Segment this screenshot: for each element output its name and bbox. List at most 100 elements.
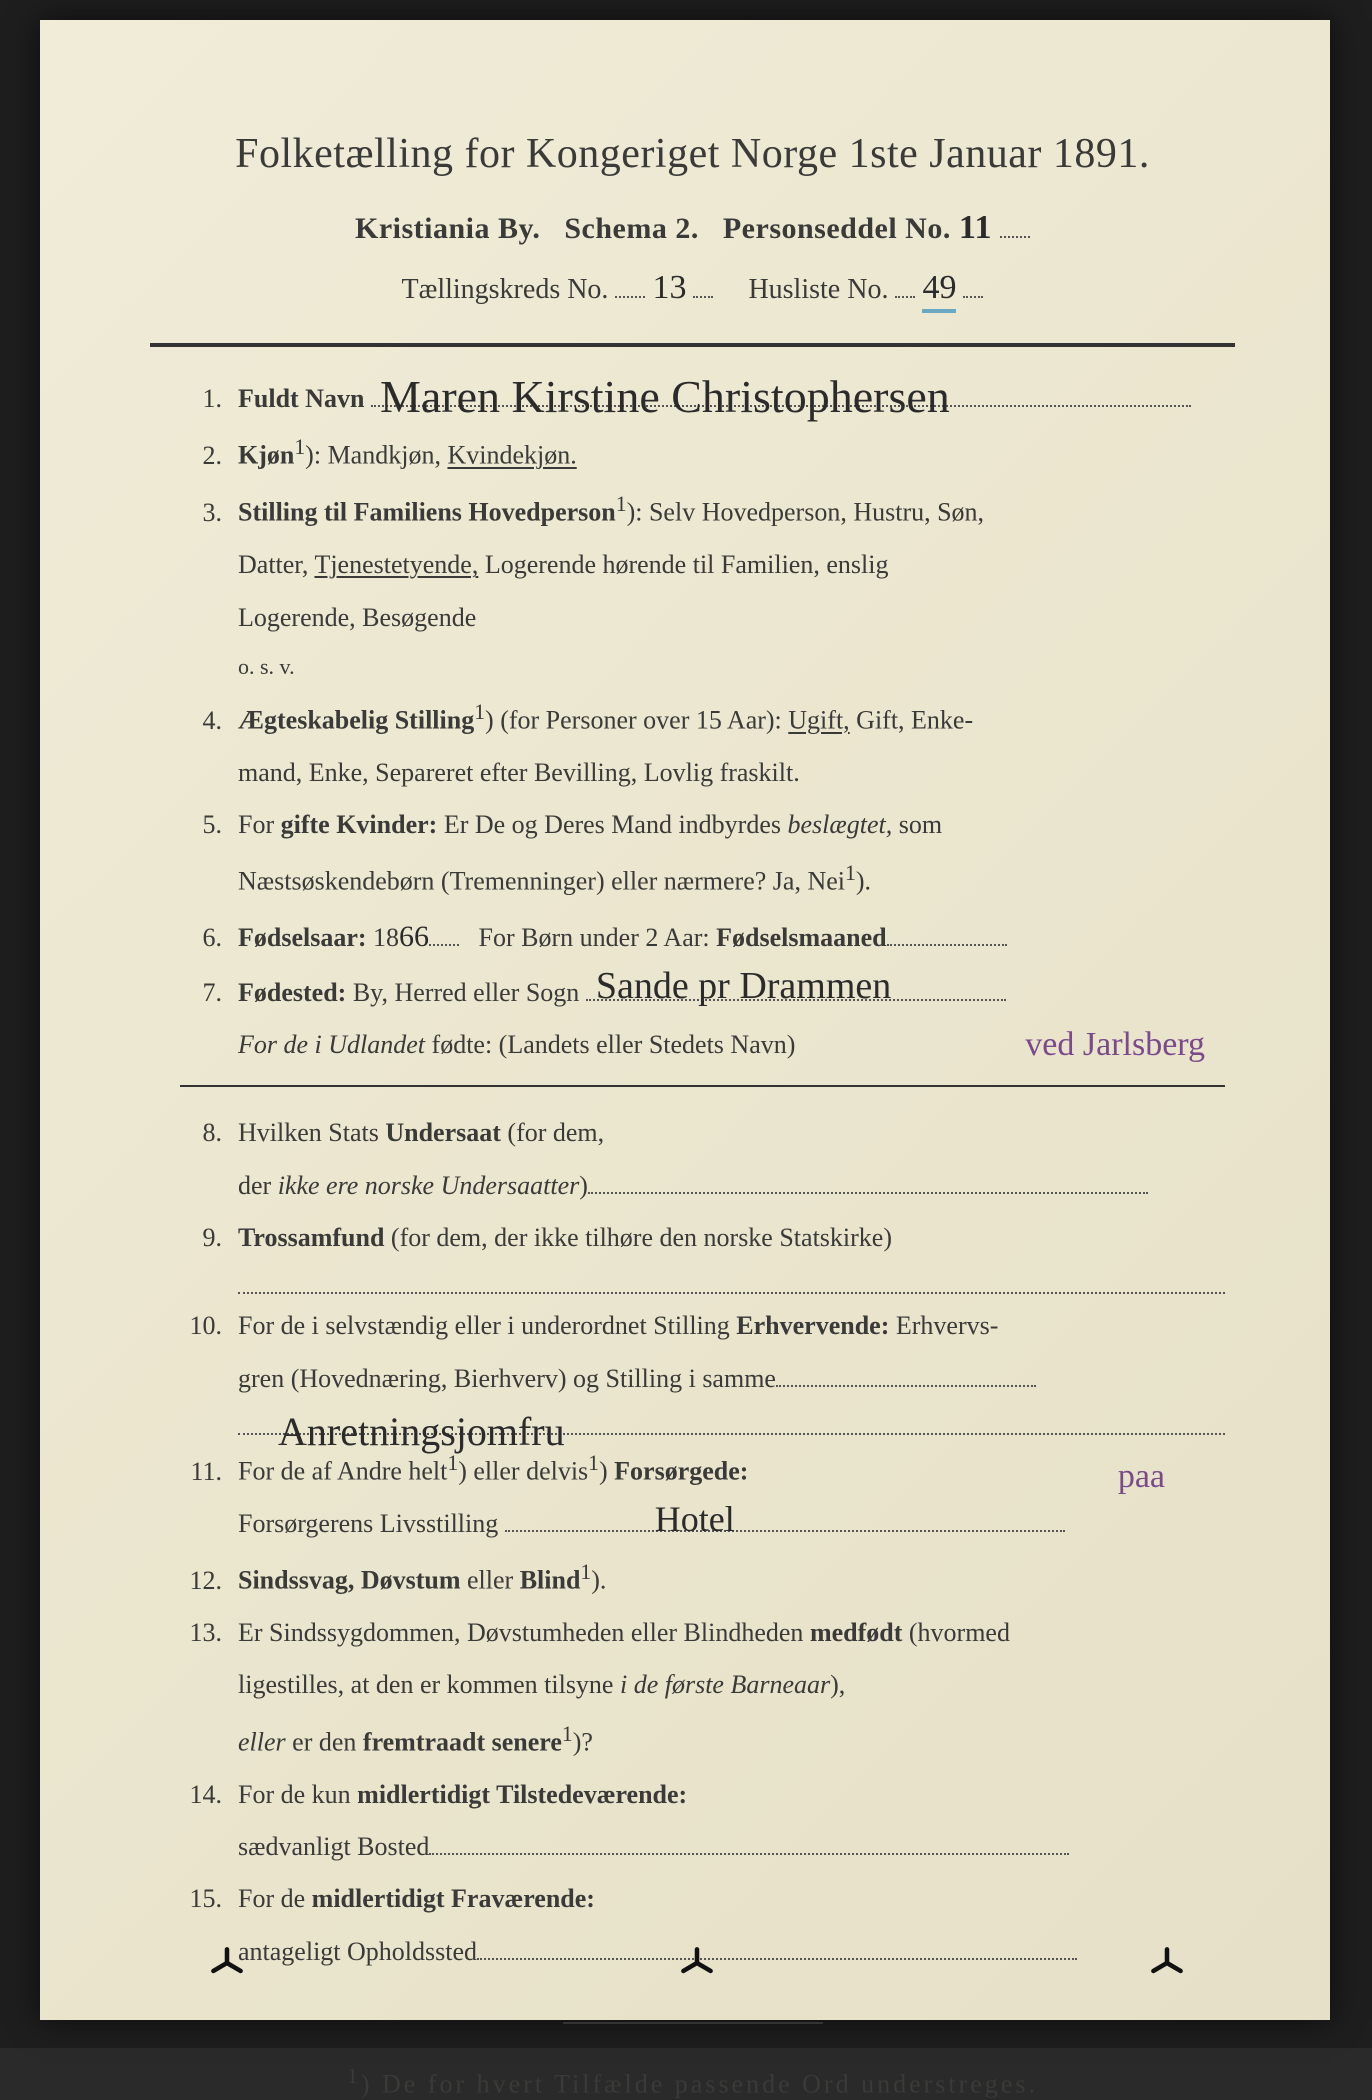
text: Gift, Enke- [850,706,973,735]
field-label-2: fremtraadt senere [363,1727,562,1756]
dotfill [776,1361,1036,1387]
text: For de kun [238,1780,357,1809]
field-content: Fuldt Navn Maren Kirstine Christophersen [238,379,1225,419]
sex-option-male: Mandkjøn, [328,441,441,470]
text: Er Sindssygdommen, Døvstumheden eller Bl… [238,1618,810,1647]
binding-hole-icon [680,1946,714,1980]
field-15-cont: antageligt Opholdssted [238,1932,1225,1972]
field-num: 1. [180,379,238,419]
relation-underlined: Tjenestetyende, [314,550,478,579]
field-10-occupation: 10. For de i selvstændig eller i underor… [180,1306,1225,1346]
field-content: Fødselsaar: 1866 For Børn under 2 Aar: F… [238,914,1225,961]
field-content: Fødested: By, Herred eller Sogn Sande pr… [238,973,1225,1013]
text: gren (Hovednæring, Bierhverv) og Stillin… [238,1364,776,1393]
dotfill [887,920,1007,946]
text: ) [579,1171,588,1200]
field-9-fill [238,1270,1225,1294]
field-num: 2. [180,436,238,476]
footnote-ref: 1 [294,435,305,459]
field-11-supported: 11. For de af Andre helt1) eller delvis1… [180,1447,1225,1492]
field-11-cont: Forsørgerens Livsstilling Hotel [238,1504,1225,1544]
dotfill [895,270,915,298]
footnote-marker: 1 [347,2064,361,2088]
field-14-cont: sædvanligt Bosted [238,1827,1225,1867]
field-9-religion: 9. Trossamfund (for dem, der ikke tilhør… [180,1218,1225,1258]
field-4-cont: mand, Enke, Separeret efter Bevilling, L… [238,753,1225,793]
binding-hole-icon [210,1946,244,1980]
footnote: 1) De for hvert Tilfælde passende Ord un… [150,2064,1235,2100]
field-3-cont: Datter, Tjenestetyende, Logerende hørend… [238,545,1225,585]
footnote-ref: 1 [447,1451,458,1475]
text: Forsørgerens Livsstilling [238,1509,498,1538]
field-num: 14. [180,1775,238,1815]
field-num: 10. [180,1306,238,1346]
text: der [238,1171,278,1200]
form-subtitle: Kristiania By. Schema 2. Personseddel No… [150,208,1235,247]
field-2-sex: 2. Kjøn1): Mandkjøn, Kvindekjøn. [180,431,1225,476]
text-italic: eller [238,1727,286,1756]
field-13-cont2: eller er den fremtraadt senere1)? [238,1718,1225,1763]
kreds-no-handwritten: 13 [652,269,686,307]
text-italic: ikke ere norske Undersaatter [278,1171,580,1200]
field-content: Trossamfund (for dem, der ikke tilhøre d… [238,1218,1225,1258]
field-15-temp-absent: 15. For de midlertidigt Fraværende: [180,1879,1225,1919]
text: eller [461,1566,520,1595]
text: Erhvervs- [889,1311,998,1340]
text: Hvilken Stats [238,1118,385,1147]
provider-handwritten: Hotel [655,1492,735,1548]
field-label: Fødselsaar: [238,923,367,952]
footnote-ref: 1 [588,1451,599,1475]
dotted-line [238,1270,1225,1294]
text: ). [856,867,871,896]
field-num: 6. [180,918,238,958]
text: Datter, [238,550,314,579]
field-num: 3. [180,493,238,533]
field-label: midlertidigt Tilstedeværende: [357,1780,687,1809]
text: For de i selvstændig eller i underordnet… [238,1311,736,1340]
birthplace-handwritten: Sande pr Drammen [596,957,891,1016]
binding-hole-icon [1150,1946,1184,1980]
field-num: 11. [180,1452,238,1492]
text: For [238,810,281,839]
field-12-disability: 12. Sindssvag, Døvstum eller Blind1). [180,1556,1225,1601]
field-10-fill: Anretningsjomfru [238,1411,1225,1435]
text: (for dem, [501,1118,604,1147]
dotfill [429,1829,1069,1855]
field-num: 8. [180,1113,238,1153]
field-3-relation: 3. Stilling til Familiens Hovedperson1):… [180,488,1225,533]
field-label: Stilling til Familiens Hovedperson [238,498,616,527]
text: er den [286,1727,363,1756]
form-title: Folketælling for Kongeriget Norge 1ste J… [150,130,1235,178]
field-5-married-women: 5. For gifte Kvinder: Er De og Deres Man… [180,805,1225,845]
field-6-birthyear: 6. Fødselsaar: 1866 For Børn under 2 Aar… [180,914,1225,961]
dotfill [693,270,713,298]
text: Selv Hovedperson, Hustru, Søn, [649,498,984,527]
text-italic: Udlandet [328,1030,425,1059]
dotfill: Hotel [505,1506,1065,1532]
field-content: For gifte Kvinder: Er De og Deres Mand i… [238,805,1225,845]
field-num: 15. [180,1879,238,1919]
text-italic: beslægtet, [788,810,893,839]
field-13-congenital: 13. Er Sindssygdommen, Døvstumheden elle… [180,1613,1225,1653]
dotfill [477,1934,1077,1960]
field-label: Ægteskabelig Stilling [238,706,474,735]
text: For de [238,1884,312,1913]
dotfill [615,270,645,298]
field-content: For de i selvstændig eller i underordnet… [238,1306,1225,1346]
field-5-cont: Næstsøskendebørn (Tremenninger) eller næ… [238,857,1225,902]
text: For Børn under 2 Aar: [479,923,717,952]
field-label: gifte Kvinder: [281,810,438,839]
field-label: Fuldt Navn [238,384,364,413]
text: som [892,810,942,839]
personseddel-label: Personseddel No. [723,212,951,245]
text: fødte: (Landets eller Stedets Navn) [425,1030,795,1059]
text-italic: For de i [238,1030,328,1059]
field-num: 9. [180,1218,238,1258]
dotfill: Sande pr Drammen [586,975,1006,1001]
husliste-label: Husliste No. [748,274,888,305]
header-rule [150,343,1235,347]
schema-label: Schema 2. [564,212,699,245]
text: ) [599,1457,614,1486]
sex-option-female-underlined: Kvindekjøn. [447,441,576,470]
footnote-ref: 1 [616,492,627,516]
